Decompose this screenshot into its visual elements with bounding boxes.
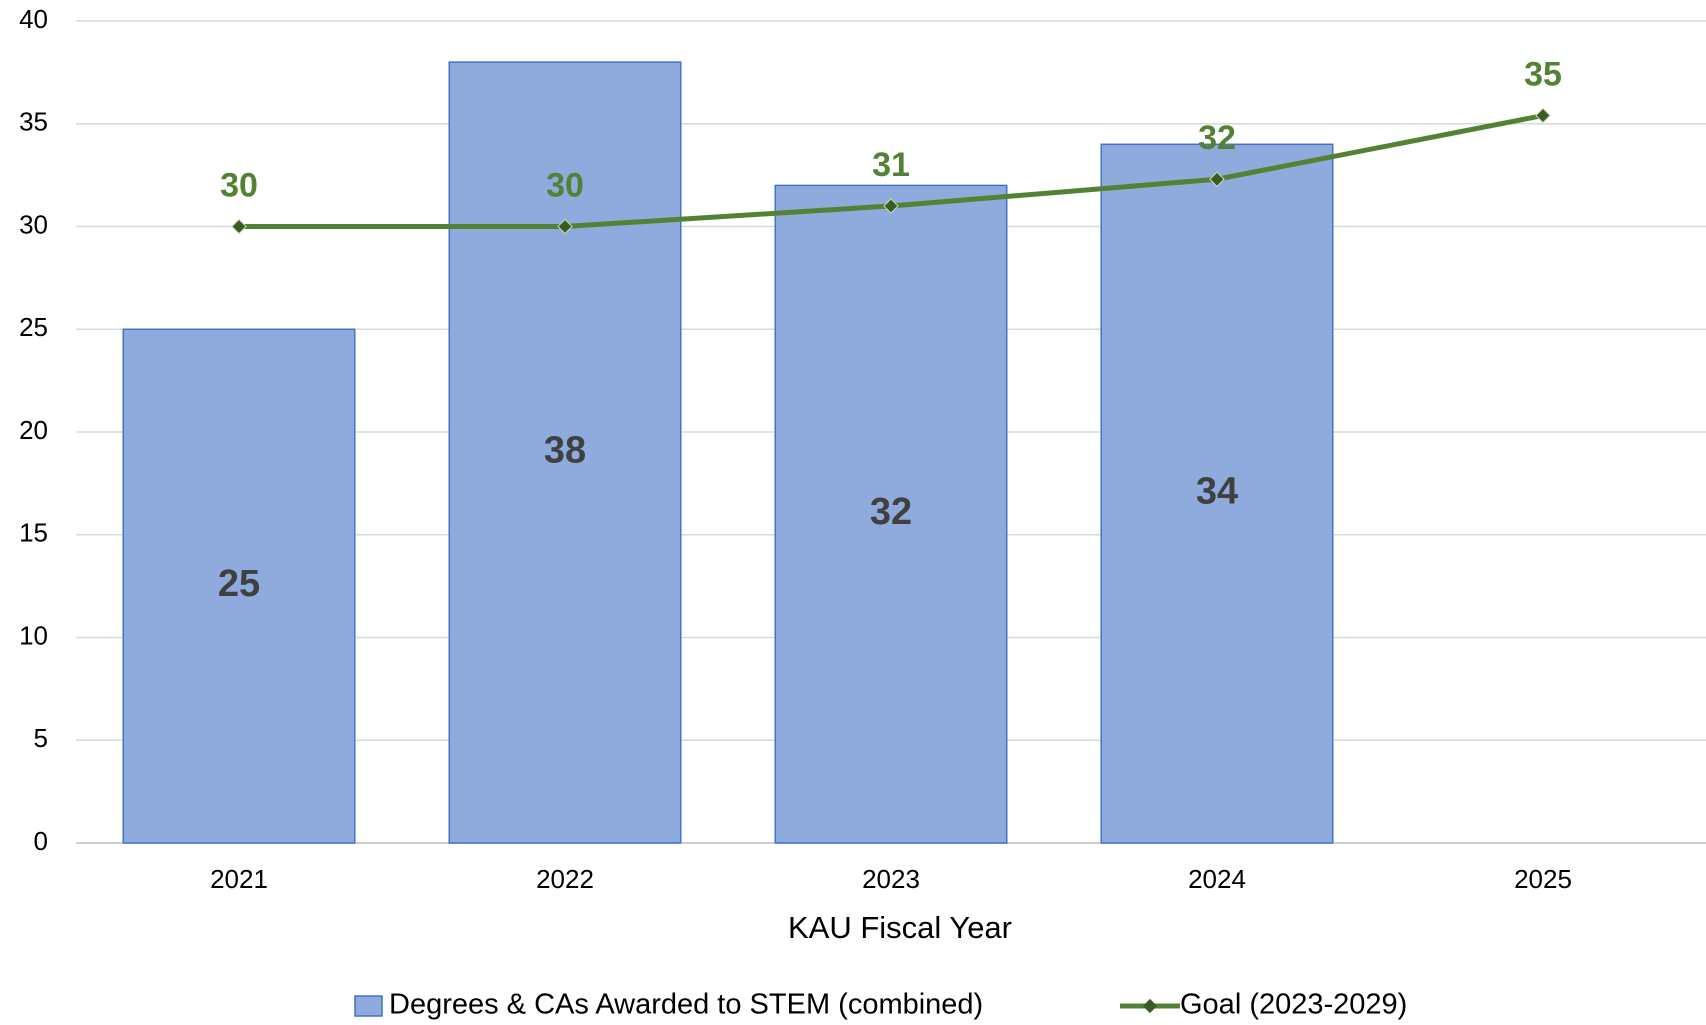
x-tick-label: 2022 — [536, 864, 594, 894]
legend-label: Goal (2023-2029) — [1180, 989, 1407, 1021]
legend-marker — [1142, 998, 1158, 1014]
legend-swatch — [354, 995, 383, 1017]
bar — [1100, 143, 1334, 844]
bar — [774, 184, 1008, 844]
y-tick-label: 35 — [19, 107, 48, 137]
y-tick-label: 30 — [19, 209, 48, 239]
bar-value-label: 38 — [544, 430, 586, 472]
legend-label: Degrees & CAs Awarded to STEM (combined) — [389, 989, 983, 1021]
goal-marker — [883, 198, 899, 214]
y-tick-label: 25 — [19, 312, 48, 342]
goal-marker — [1209, 171, 1225, 188]
goal-value-label: 35 — [1524, 56, 1562, 94]
y-tick-label: 10 — [19, 620, 48, 650]
x-tick-label: 2024 — [1188, 864, 1246, 894]
bar-value-label: 25 — [218, 563, 260, 605]
bar — [448, 61, 682, 844]
goal-value-label: 31 — [872, 146, 910, 184]
goal-value-label: 30 — [546, 166, 584, 204]
bar-value-label: 34 — [1196, 471, 1238, 513]
y-tick-label: 5 — [34, 723, 48, 753]
goal-value-label: 32 — [1198, 119, 1236, 157]
goal-marker — [1535, 107, 1551, 124]
y-tick-label: 20 — [19, 415, 48, 445]
goal-value-label: 30 — [220, 166, 258, 204]
y-tick-label: 40 — [19, 4, 48, 34]
x-tick-label: 2025 — [1514, 864, 1572, 894]
y-tick-label: 15 — [19, 518, 48, 548]
bar — [122, 328, 356, 844]
y-tick-label: 0 — [34, 826, 48, 856]
goal-marker — [557, 218, 573, 235]
x-tick-label: 2023 — [862, 864, 920, 894]
x-tick-label: 2021 — [210, 864, 268, 894]
x-axis-title: KAU Fiscal Year — [788, 910, 1012, 945]
goal-marker — [231, 218, 247, 235]
bar-value-label: 32 — [870, 491, 912, 533]
